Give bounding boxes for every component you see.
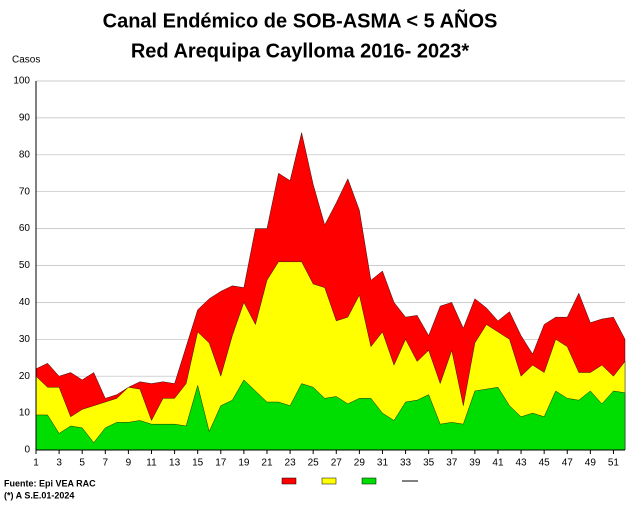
y-tick-label: 100 [13, 76, 30, 87]
x-tick-label: 41 [492, 458, 504, 469]
x-tick-label: 7 [103, 458, 109, 469]
x-tick-label: 11 [146, 458, 157, 469]
chart-title: Canal Endémico de SOB-ASMA < 5 AÑOS [103, 9, 498, 32]
y-tick-label: 90 [19, 113, 31, 124]
x-tick-label: 47 [562, 458, 574, 469]
x-tick-label: 37 [446, 458, 458, 469]
x-tick-label: 39 [469, 458, 481, 469]
x-tick-label: 3 [56, 458, 62, 469]
x-tick-label: 9 [126, 458, 132, 469]
x-tick-label: 15 [192, 458, 204, 469]
x-tick-label: 21 [261, 458, 273, 469]
footnote: (*) A S.E.01-2024 [4, 490, 74, 500]
x-tick-label: 31 [377, 458, 389, 469]
legend-swatch [361, 477, 377, 485]
y-tick-label: 0 [24, 445, 30, 456]
y-tick-label: 30 [19, 334, 31, 345]
x-tick-label: 49 [585, 458, 597, 469]
y-tick-label: 40 [19, 297, 31, 308]
area [35, 379, 626, 451]
y-tick-label: 80 [19, 149, 31, 160]
y-tick-label: 60 [19, 223, 31, 234]
x-tick-label: 13 [169, 458, 181, 469]
y-tick-label: 70 [19, 186, 31, 197]
x-tick-label: 27 [331, 458, 343, 469]
chart-subtitle: Red Arequipa Caylloma 2016- 2023* [131, 40, 470, 62]
x-tick-label: 25 [308, 458, 320, 469]
y-tick-label: 50 [19, 260, 31, 271]
source-note: Fuente: Epi VEA RAC [4, 478, 96, 488]
x-tick-label: 45 [539, 458, 551, 469]
x-tick-label: 5 [79, 458, 85, 469]
x-tick-label: 51 [608, 458, 620, 469]
x-tick-label: 29 [354, 458, 366, 469]
y-tick-label: 20 [19, 371, 31, 382]
x-tick-label: 43 [515, 458, 527, 469]
legend-swatch [281, 477, 297, 485]
x-tick-label: 17 [215, 458, 227, 469]
y-tick-label: 10 [19, 408, 31, 419]
x-tick-label: 35 [423, 458, 435, 469]
legend-swatch [321, 477, 337, 485]
x-tick-label: 23 [285, 458, 297, 469]
x-tick-label: 33 [400, 458, 412, 469]
x-tick-label: 1 [33, 458, 39, 469]
y-axis-label: Casos [12, 55, 40, 66]
x-tick-label: 19 [238, 458, 250, 469]
